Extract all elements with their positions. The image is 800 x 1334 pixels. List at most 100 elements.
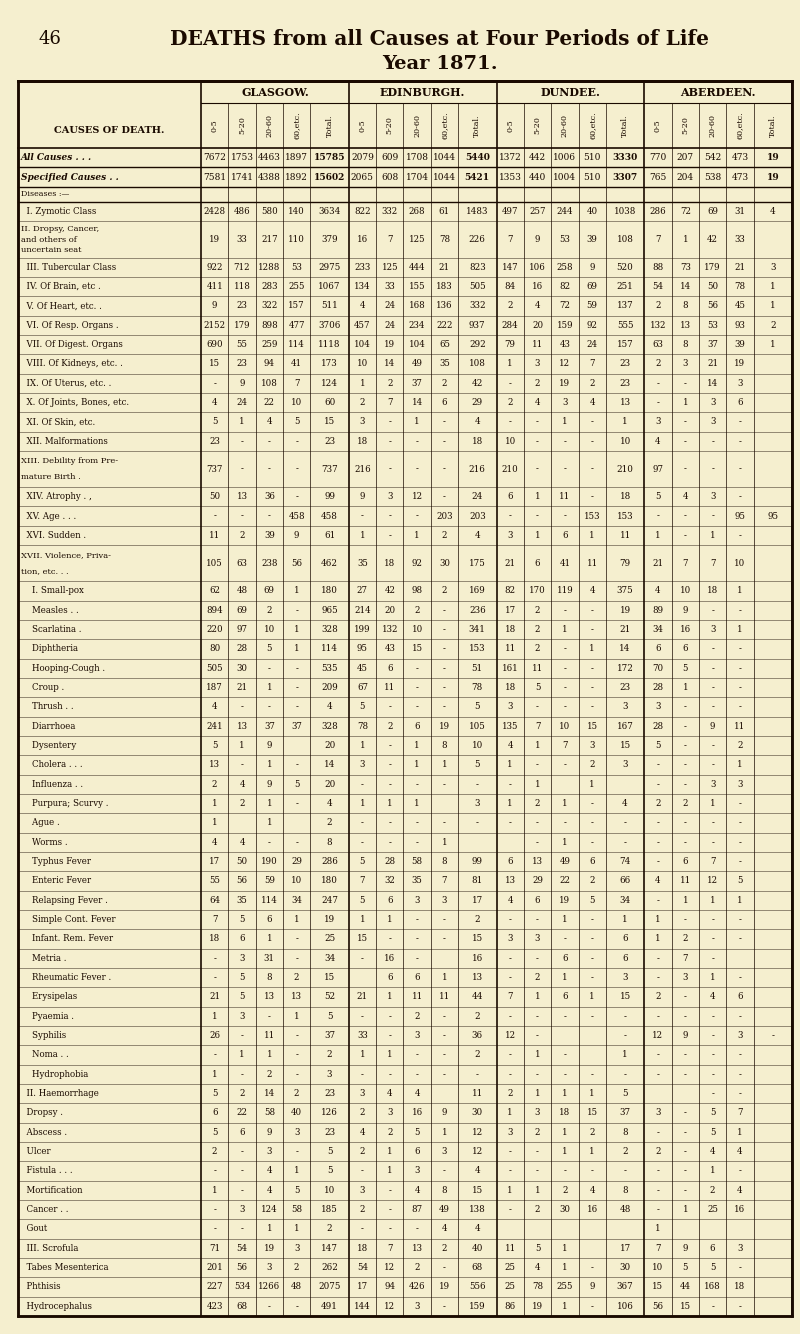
Text: 20-60: 20-60 (413, 113, 421, 137)
Text: 1: 1 (442, 760, 447, 770)
Text: 19: 19 (619, 606, 630, 615)
Text: 3: 3 (326, 1070, 332, 1079)
Text: 6: 6 (562, 954, 567, 963)
Text: 105: 105 (469, 722, 486, 731)
Text: 45: 45 (734, 301, 746, 311)
Text: 56: 56 (707, 301, 718, 311)
Text: 2: 2 (294, 972, 299, 982)
Text: 2: 2 (442, 531, 447, 540)
Text: 9: 9 (266, 779, 272, 788)
Text: 136: 136 (436, 301, 453, 311)
Text: 3: 3 (535, 359, 540, 368)
Text: 118: 118 (234, 281, 250, 291)
Text: -: - (590, 838, 594, 847)
Text: 56: 56 (291, 559, 302, 567)
Text: 2: 2 (655, 359, 661, 368)
Text: 2: 2 (622, 1147, 628, 1157)
Text: 3: 3 (414, 1031, 420, 1041)
Text: -: - (657, 379, 659, 388)
Text: 138: 138 (469, 1205, 486, 1214)
Text: -: - (443, 436, 446, 446)
Text: 46: 46 (38, 29, 62, 48)
Text: 2: 2 (474, 1011, 480, 1021)
Text: V. Of Heart, etc. .: V. Of Heart, etc. . (21, 301, 102, 311)
Text: -: - (536, 1147, 539, 1157)
Text: 1: 1 (507, 760, 513, 770)
Text: 18: 18 (472, 436, 483, 446)
Text: 5: 5 (655, 740, 661, 750)
Text: -: - (711, 1031, 714, 1041)
Text: XV. Age . . .: XV. Age . . . (21, 511, 76, 520)
Text: 79: 79 (505, 340, 516, 350)
Text: 98: 98 (411, 587, 422, 595)
Text: 4: 4 (442, 1225, 447, 1234)
Text: 922: 922 (206, 263, 223, 272)
Text: 28: 28 (652, 683, 663, 692)
Text: 1: 1 (622, 418, 628, 427)
Text: 79: 79 (619, 559, 630, 567)
Text: -: - (388, 1070, 391, 1079)
Text: 97: 97 (653, 464, 663, 474)
Text: 23: 23 (324, 1089, 335, 1098)
Text: 4: 4 (507, 740, 513, 750)
Text: -: - (684, 1109, 686, 1118)
Text: 5: 5 (622, 1089, 628, 1098)
Text: -: - (241, 1166, 243, 1175)
Text: 15785: 15785 (314, 153, 346, 163)
Text: -: - (590, 818, 594, 827)
Text: -: - (509, 511, 512, 520)
Text: 227: 227 (206, 1282, 223, 1291)
Text: -: - (509, 818, 512, 827)
Text: 2: 2 (534, 799, 540, 808)
Text: -: - (295, 760, 298, 770)
Text: -: - (771, 1031, 774, 1041)
Text: 1372: 1372 (498, 153, 522, 163)
Text: 898: 898 (261, 320, 278, 329)
Text: 1: 1 (562, 1089, 568, 1098)
Text: 5: 5 (710, 1263, 715, 1273)
Text: 4: 4 (212, 398, 218, 407)
Text: 34: 34 (619, 895, 630, 904)
Text: 11: 11 (472, 1089, 483, 1098)
Text: -: - (590, 418, 594, 427)
Text: 15: 15 (652, 1282, 663, 1291)
Text: 556: 556 (469, 1282, 486, 1291)
Text: 26: 26 (209, 1031, 220, 1041)
Text: 99: 99 (324, 492, 335, 502)
Text: -: - (711, 703, 714, 711)
Text: 54: 54 (653, 281, 663, 291)
Text: -: - (563, 644, 566, 654)
Text: 247: 247 (321, 895, 338, 904)
Text: 14: 14 (680, 281, 691, 291)
Text: 9: 9 (534, 235, 540, 244)
Text: 11: 11 (619, 531, 630, 540)
Text: -: - (536, 954, 539, 963)
Text: 35: 35 (237, 895, 247, 904)
Text: 1: 1 (239, 418, 245, 427)
Text: -: - (563, 1166, 566, 1175)
Text: Gout: Gout (21, 1225, 47, 1234)
Text: 78: 78 (472, 683, 483, 692)
Text: 4: 4 (737, 1147, 742, 1157)
Text: 8: 8 (622, 1186, 628, 1195)
Text: -: - (536, 436, 539, 446)
Text: 10: 10 (734, 559, 746, 567)
Text: 332: 332 (469, 301, 486, 311)
Text: 201: 201 (206, 1263, 223, 1273)
Text: 58: 58 (411, 856, 422, 866)
Text: 2: 2 (590, 760, 595, 770)
Text: -: - (536, 818, 539, 827)
Text: -: - (657, 398, 659, 407)
Text: 11: 11 (384, 683, 395, 692)
Text: -: - (536, 915, 539, 924)
Text: 7: 7 (387, 1243, 393, 1253)
Text: 4: 4 (534, 1263, 540, 1273)
Text: 15: 15 (324, 418, 335, 427)
Text: Hydrocephalus: Hydrocephalus (21, 1302, 92, 1311)
Text: -: - (416, 838, 418, 847)
Text: 87: 87 (411, 1205, 422, 1214)
Text: 19: 19 (766, 172, 779, 181)
Text: 190: 190 (261, 856, 278, 866)
Text: 13: 13 (680, 320, 690, 329)
Text: 737: 737 (321, 464, 338, 474)
